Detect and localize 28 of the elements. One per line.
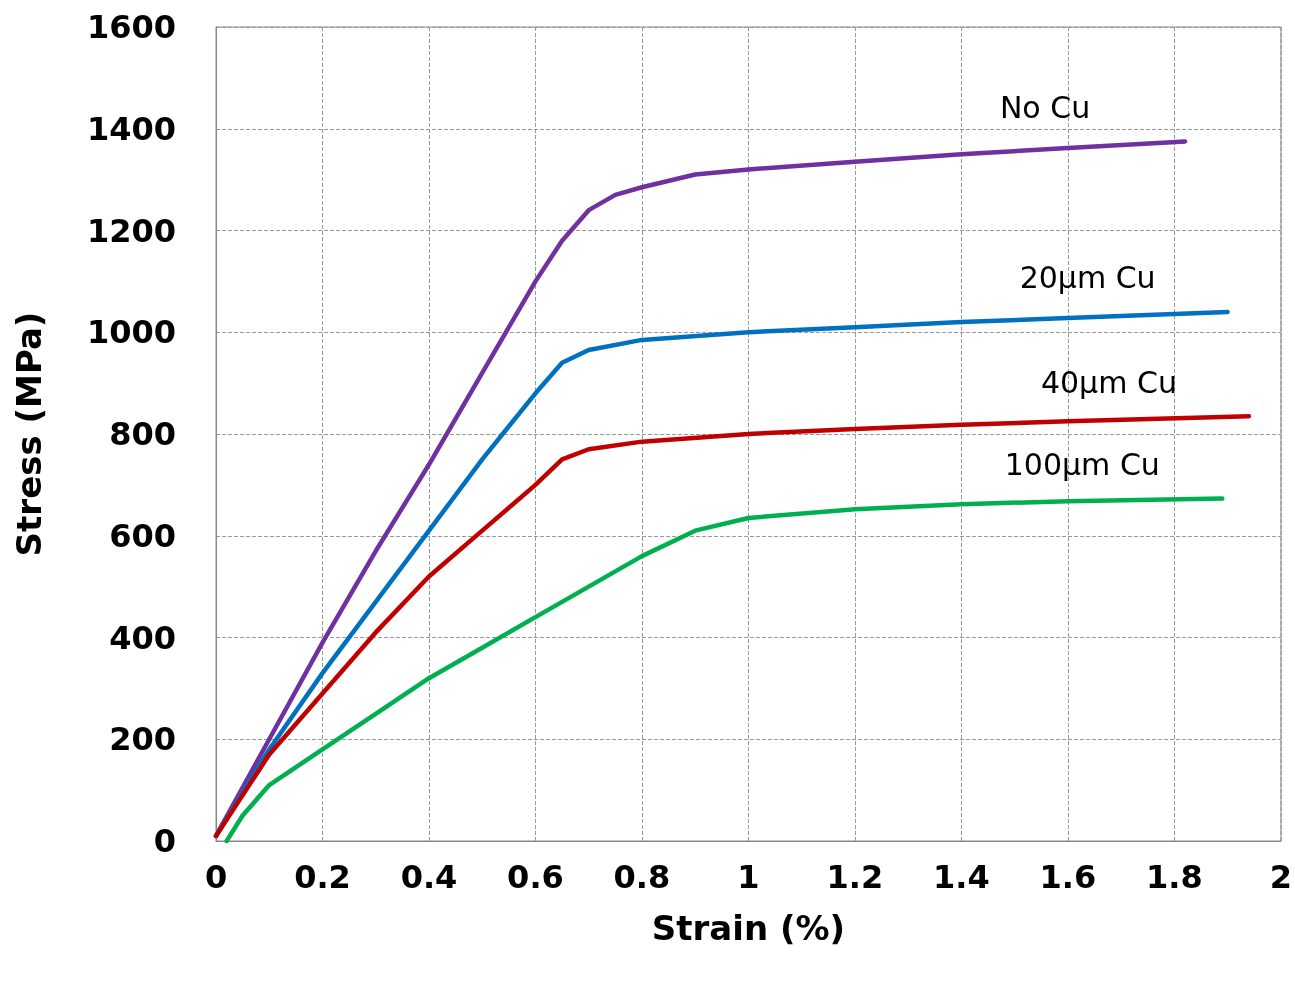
x-axis-title: Strain (%): [651, 908, 846, 948]
x-tick-label: 1.6: [1039, 858, 1097, 896]
y-tick-label: 600: [109, 516, 176, 555]
y-tick-label: 800: [109, 415, 176, 453]
series-label: 20μm Cu: [1019, 260, 1156, 296]
line-series: [224, 496, 1225, 844]
series-label: 40μm Cu: [1040, 364, 1177, 400]
series-label: No Cu: [999, 89, 1091, 125]
y-tick-label: 1600: [86, 8, 176, 46]
y-tick-label: 200: [109, 720, 176, 759]
y-tick-label: 1400: [86, 109, 176, 148]
y-axis-title: Stress (MPa): [9, 311, 49, 557]
y-tick-label: 1200: [86, 211, 176, 250]
y-tick-label: 1000: [86, 313, 176, 352]
x-tick-label: 1: [737, 858, 760, 896]
x-tick-label: 1.4: [933, 858, 990, 896]
x-tick-label: 1.2: [826, 858, 884, 896]
series-label: 100μm Cu: [1004, 447, 1160, 483]
y-tick-label: 400: [109, 618, 176, 657]
y-tick-label: 0: [153, 822, 176, 860]
x-tick-label: 0: [204, 858, 228, 896]
x-tick-label: 0.8: [613, 858, 671, 896]
x-tick-label: 1.8: [1146, 858, 1203, 896]
x-tick-label: 2: [1269, 858, 1292, 896]
x-tick-label: 0.2: [294, 858, 351, 896]
x-tick-label: 0.6: [507, 858, 564, 896]
line-series: [213, 413, 1252, 839]
x-tick-label: 0.4: [400, 858, 458, 896]
